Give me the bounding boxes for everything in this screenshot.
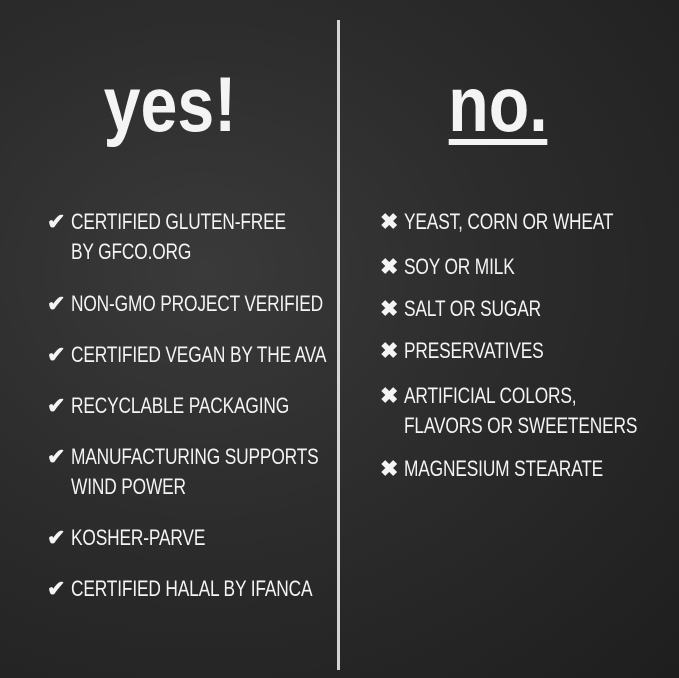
- no-list-item: ✖ YEAST, CORN OR WHEAT: [380, 207, 679, 237]
- check-icon: ✔: [47, 576, 66, 601]
- yes-list-item: ✔ CERTIFIED GLUTEN-FREE BY GFCO.ORG: [47, 207, 451, 267]
- yes-list-item: ✔ RECYCLABLE PACKAGING: [47, 391, 451, 421]
- yes-item-text: KOSHER-PARVE: [71, 525, 206, 550]
- x-icon: ✖: [380, 338, 399, 363]
- yes-item-text: CERTIFIED GLUTEN-FREE BY GFCO.ORG: [71, 209, 286, 264]
- check-icon: ✔: [47, 209, 66, 234]
- no-item-text: ARTIFICIAL COLORS, FLAVORS OR SWEETENERS: [404, 383, 638, 438]
- chalk-divider: [337, 20, 340, 670]
- yes-list-item: ✔ CERTIFIED VEGAN BY THE AVA: [47, 340, 451, 370]
- x-icon: ✖: [380, 254, 399, 279]
- yes-item-text: RECYCLABLE PACKAGING: [71, 393, 290, 418]
- no-list-item: ✖ SALT OR SUGAR: [380, 294, 679, 324]
- no-item-text: SOY OR MILK: [404, 254, 515, 279]
- x-icon: ✖: [380, 456, 399, 481]
- yes-item-text: CERTIFIED HALAL BY IFANCA: [71, 576, 313, 601]
- x-icon: ✖: [380, 209, 399, 234]
- check-icon: ✔: [47, 444, 66, 469]
- yes-item-text: CERTIFIED VEGAN BY THE AVA: [71, 342, 327, 367]
- no-list-item: ✖ ARTIFICIAL COLORS, FLAVORS OR SWEETENER…: [380, 381, 679, 441]
- x-icon: ✖: [380, 383, 399, 408]
- check-icon: ✔: [47, 291, 66, 316]
- no-item-text: YEAST, CORN OR WHEAT: [404, 209, 614, 234]
- yes-item-text: MANUFACTURING SUPPORTS WIND POWER: [71, 444, 319, 499]
- yes-list-item: ✔ CERTIFIED HALAL BY IFANCA: [47, 574, 451, 604]
- yes-list-item: ✔ KOSHER-PARVE: [47, 523, 451, 553]
- yes-heading: yes!: [103, 60, 237, 148]
- no-list-item: ✖ SOY OR MILK: [380, 252, 679, 282]
- no-list-item: ✖ MAGNESIUM STEARATE: [380, 454, 679, 484]
- yes-list-item: ✔ NON-GMO PROJECT VERIFIED: [47, 289, 451, 319]
- no-heading: no.: [388, 64, 609, 145]
- no-item-text: MAGNESIUM STEARATE: [404, 456, 604, 481]
- yes-item-text: NON-GMO PROJECT VERIFIED: [71, 291, 324, 316]
- x-icon: ✖: [380, 296, 399, 321]
- no-item-text: SALT OR SUGAR: [404, 296, 541, 321]
- check-icon: ✔: [47, 342, 66, 367]
- yes-list-item: ✔ MANUFACTURING SUPPORTS WIND POWER: [47, 442, 451, 502]
- check-icon: ✔: [47, 525, 66, 550]
- no-list-item: ✖ PRESERVATIVES: [380, 336, 679, 366]
- no-heading-text: no.: [448, 60, 548, 148]
- no-item-text: PRESERVATIVES: [404, 338, 544, 363]
- check-icon: ✔: [47, 393, 66, 418]
